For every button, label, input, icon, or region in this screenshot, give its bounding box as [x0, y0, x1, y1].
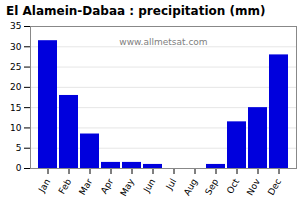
svg-text:35: 35	[10, 21, 21, 31]
svg-text:20: 20	[10, 82, 22, 92]
svg-text:30: 30	[10, 42, 22, 52]
svg-text:15: 15	[10, 103, 21, 113]
svg-text:25: 25	[10, 62, 21, 72]
svg-text:Nov: Nov	[245, 176, 263, 197]
svg-text:May: May	[118, 176, 136, 198]
svg-text:Jul: Jul	[164, 177, 179, 192]
svg-text:Dec: Dec	[266, 177, 283, 197]
svg-text:Mar: Mar	[77, 177, 94, 197]
svg-text:10: 10	[10, 123, 22, 133]
svg-text:Apr: Apr	[99, 177, 116, 196]
svg-text:Oct: Oct	[225, 177, 242, 196]
html-text:El Alamein-Dabaa : precipitati: El Alamein-Dabaa : precipitation (mm)	[6, 4, 266, 18]
svg-text:5: 5	[16, 143, 22, 153]
svg-text:www.allmetsat.com: www.allmetsat.com	[119, 37, 207, 47]
svg-text:0: 0	[16, 163, 22, 173]
svg-text:Feb: Feb	[57, 177, 74, 196]
svg-text:Aug: Aug	[182, 177, 199, 197]
svg-text:Jan: Jan	[36, 177, 52, 195]
svg-text:Sep: Sep	[203, 177, 220, 197]
svg-text:Jun: Jun	[141, 177, 157, 195]
